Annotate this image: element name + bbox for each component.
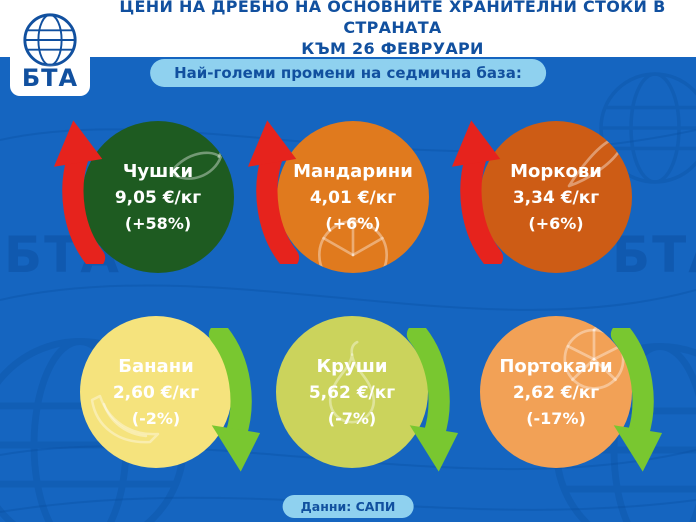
item-name: Моркови: [510, 161, 602, 182]
circle-oranges: Портокали 2,62 €/кг (-17%): [480, 316, 632, 468]
watermark-globe-icon: [599, 72, 696, 184]
up-arrow-icon: [247, 120, 300, 264]
data-source: Данни: САПИ: [282, 495, 414, 518]
circle-bananas: Банани 2,60 €/кг (-2%): [80, 316, 232, 468]
pepper-icon: [169, 136, 224, 180]
carrot-icon: [567, 123, 630, 188]
globe-icon: [23, 13, 77, 67]
banana-icon: [90, 394, 160, 444]
down-arrow-icon: [208, 328, 261, 472]
orange-icon: [563, 321, 625, 390]
item-name: Чушки: [122, 161, 194, 182]
down-arrow-icon: [610, 328, 663, 472]
page-title-line2: КЪМ 26 ФЕВРУАРИ: [301, 38, 484, 58]
item-price: 9,05 €/кг: [114, 188, 202, 208]
item-change: (+6%): [528, 214, 584, 233]
header: ЦЕНИ НА ДРЕБНО НА ОСНОВНИТЕ ХРАНИТЕЛНИ С…: [0, 0, 696, 58]
item-change: (-2%): [131, 409, 181, 428]
pear-icon: [328, 340, 376, 424]
circle-mandarins: Мандарини 4,01 €/кг (+6%): [277, 121, 429, 273]
item-price: 4,01 €/кг: [309, 188, 397, 208]
item-name: Мандарини: [293, 161, 413, 182]
item-price: 2,62 €/кг: [512, 383, 600, 403]
item-price: 5,62 €/кг: [308, 383, 396, 403]
circle-pears: Круши 5,62 €/кг (-7%): [276, 316, 428, 468]
up-arrow-icon: [451, 120, 504, 264]
bta-logo: БТА: [10, 6, 90, 96]
item-name: Банани: [118, 356, 194, 377]
item-change: (-17%): [526, 409, 586, 428]
watermark-logo-text: БТА: [612, 226, 696, 284]
down-arrow-icon: [406, 328, 459, 472]
item-change: (+58%): [124, 214, 192, 233]
circle-peppers: Чушки 9,05 €/кг (+58%): [82, 121, 234, 273]
circle-carrots: Моркови 3,34 €/кг (+6%): [480, 121, 632, 273]
item-price: 3,34 €/кг: [512, 188, 600, 208]
item-name: Портокали: [499, 356, 613, 377]
item-change: (+6%): [325, 214, 381, 233]
logo-text: БТА: [21, 64, 79, 92]
item-change: (-7%): [327, 409, 377, 428]
subtitle-pill: Най-големи промени на седмична база:: [150, 59, 546, 87]
item-price: 2,60 €/кг: [112, 383, 200, 403]
item-name: Круши: [316, 356, 388, 377]
page-title-line1: ЦЕНИ НА ДРЕБНО НА ОСНОВНИТЕ ХРАНИТЕЛНИ С…: [119, 0, 666, 38]
up-arrow-icon: [53, 120, 106, 264]
mandarin-icon: [318, 220, 388, 273]
